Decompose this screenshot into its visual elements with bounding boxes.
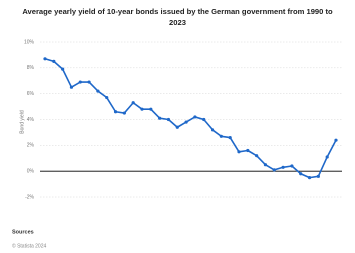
marker xyxy=(255,154,259,158)
marker xyxy=(52,59,56,63)
marker xyxy=(281,165,285,169)
marker xyxy=(316,174,320,178)
y-tick-label: -2% xyxy=(25,194,34,200)
y-tick-label: 2% xyxy=(27,143,35,149)
marker xyxy=(43,57,47,61)
marker xyxy=(325,155,329,159)
marker xyxy=(184,120,188,124)
marker xyxy=(78,80,82,84)
source: © Statista 2024 xyxy=(12,242,46,249)
marker xyxy=(272,168,276,172)
marker xyxy=(122,111,126,115)
marker xyxy=(237,150,241,154)
marker xyxy=(96,89,100,93)
marker xyxy=(87,80,91,84)
y-tick-label: 0% xyxy=(27,168,35,174)
marker xyxy=(158,116,162,120)
source-title: Sources xyxy=(12,229,34,235)
y-tick-label: 6% xyxy=(27,91,35,97)
y-tick-label: 10% xyxy=(24,39,35,45)
marker xyxy=(246,148,250,153)
line xyxy=(44,58,337,179)
marker xyxy=(202,117,206,122)
marker xyxy=(219,134,223,138)
marker xyxy=(131,101,135,105)
marker xyxy=(290,164,294,168)
marker xyxy=(69,85,74,89)
y-tick-label: 4% xyxy=(27,117,35,123)
marker xyxy=(149,107,153,111)
marker xyxy=(175,125,179,129)
marker xyxy=(307,176,312,180)
marker xyxy=(113,110,118,114)
y-tick-label: 8% xyxy=(27,65,35,71)
marker xyxy=(140,107,144,111)
marker xyxy=(61,67,65,71)
marker xyxy=(210,128,215,132)
marker xyxy=(193,115,197,119)
marker xyxy=(263,163,268,167)
marker xyxy=(166,117,171,122)
y-axis-label: Bond yield xyxy=(19,110,25,134)
marker xyxy=(334,138,338,142)
marker xyxy=(105,95,109,100)
marker xyxy=(299,172,303,176)
chart-title: Average yearly yield of 10-year bonds is… xyxy=(22,7,333,27)
marker xyxy=(228,135,232,140)
